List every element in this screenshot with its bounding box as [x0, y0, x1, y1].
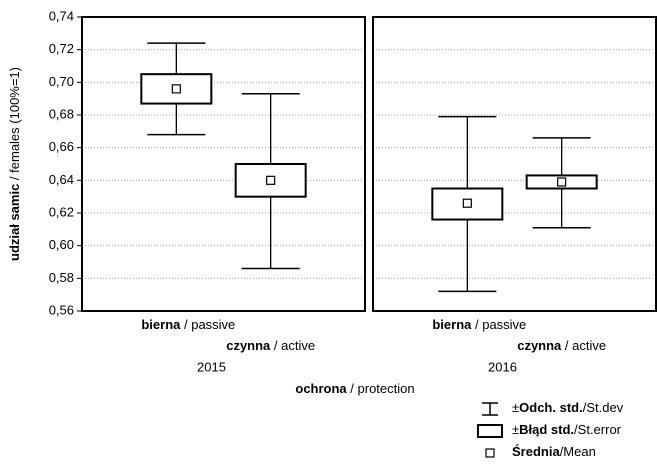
legend-bold: Średnia [512, 444, 560, 459]
mean-marker [266, 175, 276, 185]
category-label: czynna / active [517, 338, 606, 353]
legend-label: Średnia/Mean [512, 444, 596, 459]
legend-bold: Odch. std. [519, 400, 583, 415]
legend-prefix: ± [512, 400, 519, 415]
legend-icon [477, 424, 503, 438]
category-label: bierna / passive [432, 317, 526, 332]
y-axis-label: udział samic / females (100%=1) [7, 67, 22, 261]
y-tick-label: 0,62 [49, 204, 74, 219]
y-tick-label: 0,68 [49, 106, 74, 121]
y-label-bold: udział samic [7, 184, 22, 261]
category-translation: / passive [180, 317, 235, 332]
mean-marker [557, 177, 567, 187]
mean-marker [171, 84, 181, 94]
category-bold: czynna [226, 338, 271, 353]
legend-rest: /St.error [574, 422, 622, 437]
y-tick-label: 0,66 [49, 139, 74, 154]
y-tick-label: 0,70 [49, 74, 74, 89]
category-bold: bierna [432, 317, 472, 332]
legend-rest: /Mean [560, 444, 596, 459]
category-bold: czynna [517, 338, 562, 353]
y-tick-label: 0,56 [49, 302, 74, 317]
category-label: czynna / active [226, 338, 315, 353]
panel-title: 2016 [488, 359, 517, 374]
mean-marker [462, 198, 472, 208]
category-translation: / active [270, 338, 315, 353]
box [140, 73, 213, 105]
category-label: bierna / passive [141, 317, 235, 332]
legend-label: ±Błąd std./St.error [512, 422, 622, 437]
y-tick-label: 0,64 [49, 172, 74, 187]
y-tick-label: 0,72 [49, 41, 74, 56]
category-translation: / passive [471, 317, 526, 332]
y-tick-label: 0,60 [49, 237, 74, 252]
category-translation: / active [561, 338, 606, 353]
category-bold: bierna [141, 317, 181, 332]
y-label-rest: / females (100%=1) [7, 67, 22, 184]
x-axis-label: ochrona / protection [295, 381, 414, 396]
legend-rest: /St.dev [583, 400, 624, 415]
x-label-rest: / protection [347, 381, 415, 396]
y-tick-label: 0,58 [49, 270, 74, 285]
panel-title: 2015 [197, 359, 226, 374]
legend-bold: Błąd std. [519, 422, 574, 437]
legend-prefix: ± [512, 422, 519, 437]
panel-frame [372, 16, 657, 312]
x-label-bold: ochrona [295, 381, 347, 396]
legend-icon [485, 448, 495, 458]
panel-frame [81, 16, 366, 312]
legend-label: ±Odch. std./St.dev [512, 400, 624, 415]
y-tick-label: 0,74 [49, 8, 74, 23]
